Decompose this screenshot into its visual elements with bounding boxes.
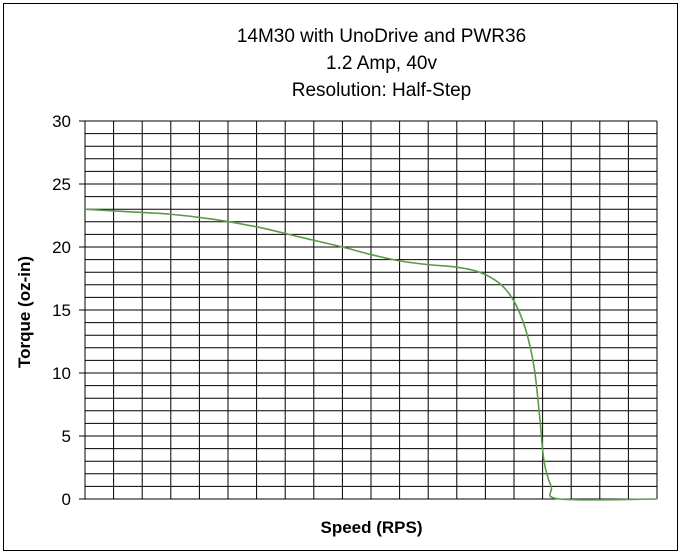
y-tick-label: 5: [62, 427, 71, 446]
y-tick-label: 25: [52, 175, 71, 194]
chart-title-line-2: 1.2 Amp, 40v: [326, 53, 437, 74]
y-tick-label: 30: [52, 112, 71, 131]
y-tick-label: 0: [62, 490, 71, 509]
chart-title-line-3: Resolution: Half-Step: [291, 80, 472, 101]
y-tick-label: 20: [52, 238, 71, 257]
y-tick-label: 15: [52, 301, 71, 320]
x-axis-label: Speed (RPS): [320, 518, 423, 537]
torque-curve-line: [84, 208, 658, 501]
chart-frame: [3, 3, 678, 551]
y-tick-label: 10: [52, 364, 71, 383]
chart-title-line-1: 14M30 with UnoDrive and PWR36: [236, 26, 527, 47]
